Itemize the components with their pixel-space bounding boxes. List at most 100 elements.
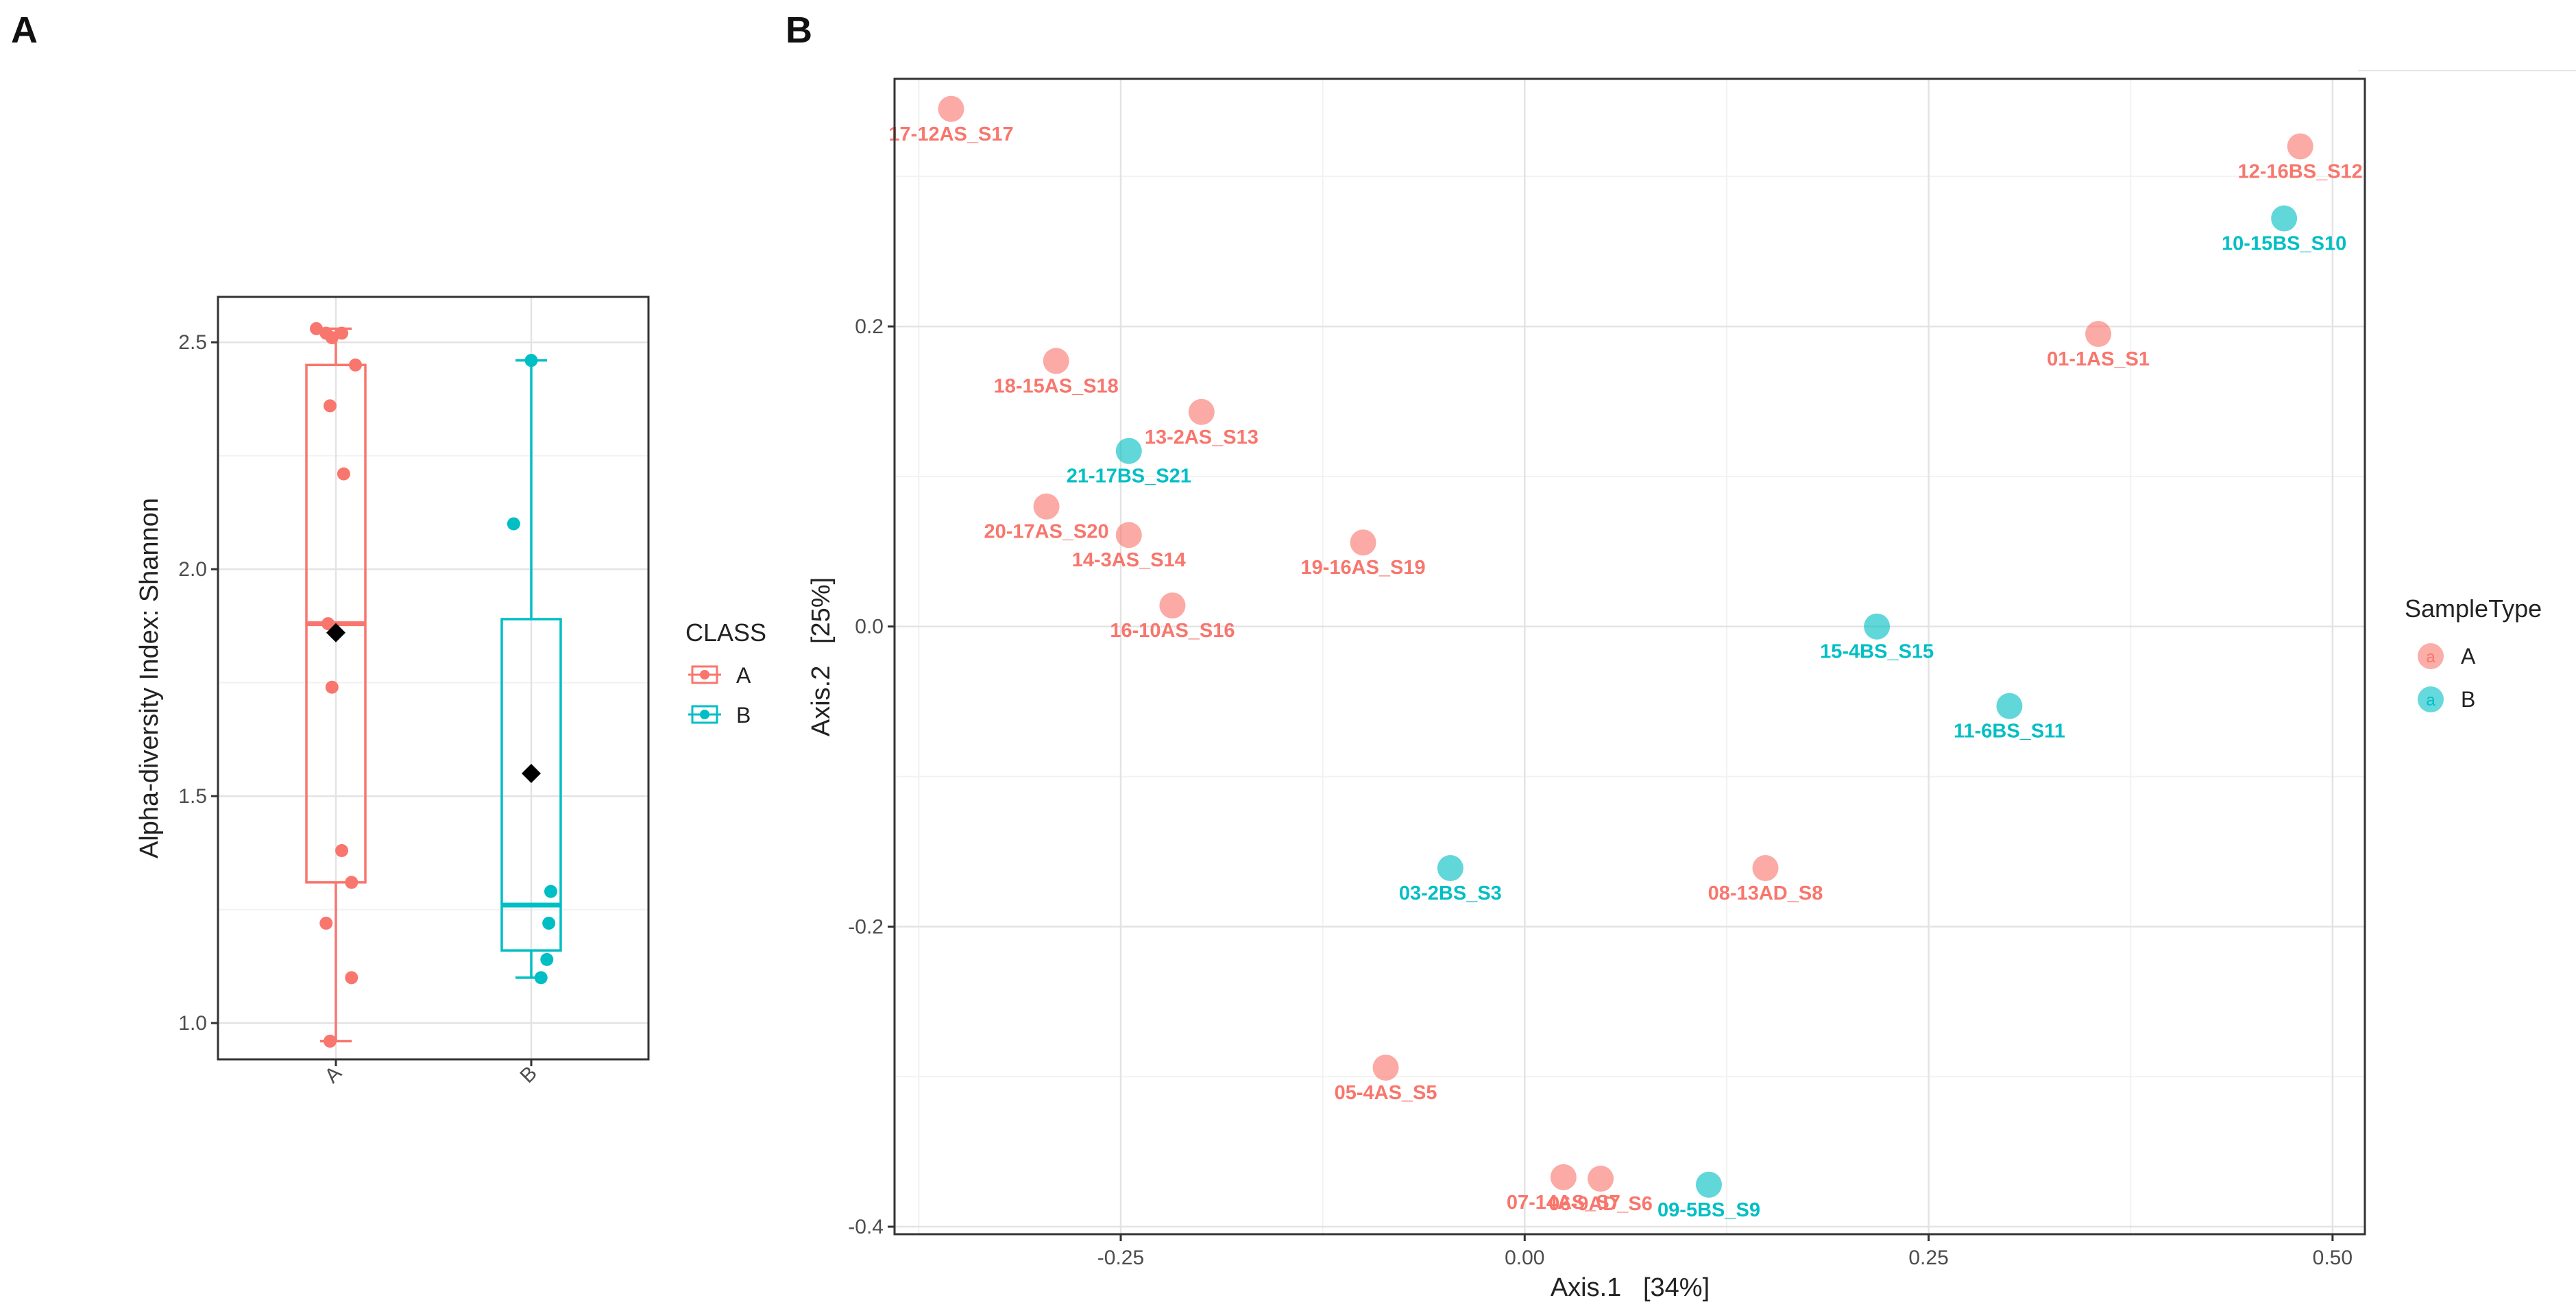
boxplot-point [349,358,362,372]
point-19-16as-s19 [1350,529,1376,556]
label-12-16bs-s12: 12-16BS_S12 [2238,160,2363,182]
sampletype-legend-key-a [2418,643,2444,669]
label-09-5bs-s9: 09-5BS_S9 [1657,1199,1760,1221]
boxplot-y-axis-title: Alpha-diversity Index: Shannon [135,498,164,858]
ordination-x-ticks: -0.25 0.00 0.25 0.50 [1097,1234,2353,1269]
boxplot-point [321,617,335,631]
class-legend-key-a [688,665,721,684]
boxplot-point [335,844,349,858]
point-07-14as-s7 [1550,1164,1577,1190]
point-21-17bs-s21 [1115,437,1142,464]
boxplot-point [323,399,337,413]
boxplot-y-tick-label: 1.5 [178,785,207,808]
boxplot-point [345,971,359,985]
class-legend: CLASS A B [685,618,766,727]
point-15-4bs-s15 [1864,613,1891,640]
point-16-10as-s16 [1159,592,1186,619]
ordination-x-tick-label: 0.00 [1505,1247,1544,1269]
ordination-y-tick-label: -0.2 [848,915,884,938]
ordination-frame [893,77,2366,1236]
boxplot-point [310,322,323,335]
boxplot-point [337,467,350,481]
ordination-x-tick-label: 0.25 [1908,1247,1948,1269]
point-10-15bs-s10 [2271,205,2298,232]
ordination-point-labels: 17-12AS_S17 12-16BS_S12 10-15BS_S10 01-1AS_… [888,123,2362,1221]
point-13-2as-s13 [1188,398,1215,425]
point-06-9ad-s6 [1588,1166,1614,1192]
ordination-gridlines [895,79,2365,1234]
boxplot-point [325,680,339,694]
boxplot-y-tick-label: 2.5 [178,331,207,354]
label-19-16as-s19: 19-16AS_S19 [1300,557,1425,579]
label-07-14as-s7: 07-14AS_S7 [1507,1192,1620,1214]
point-11-6bs-s11 [1996,693,2023,719]
boxplot-y-tick-label: 1.0 [178,1012,207,1035]
sampletype-legend-key-b-glyph: a [2426,691,2435,710]
box-mean-marker [522,764,541,783]
ordination-y-ticks: -0.4 -0.2 0.0 0.2 [848,315,895,1238]
label-17-12as-s17: 17-12AS_S17 [888,123,1013,145]
boxplot-point [319,916,333,930]
ordination-panel: 17-12AS_S17 12-16BS_S12 10-15BS_S10 01-1AS_… [807,77,2542,1302]
ordination-y-tick-label: 0.0 [855,616,884,638]
label-08-13ad-s8: 08-13AD_S8 [1708,882,1823,904]
label-11-6bs-s11: 11-6BS_S11 [1954,721,2065,743]
sampletype-legend-label-a: A [2461,644,2476,669]
label-05-4as-s5: 05-4AS_S5 [1335,1082,1437,1104]
label-13-2as-s13: 13-2AS_S13 [1145,426,1259,448]
ordination-x-axis-title: Axis.1 [34%] [1551,1273,1710,1302]
point-03-2bs-s3 [1437,855,1463,882]
boxplot-x-tick-label: B [515,1062,541,1087]
class-legend-key-b [688,705,721,724]
point-08-13ad-s8 [1752,855,1779,882]
point-09-5bs-s9 [1696,1171,1722,1198]
class-legend-label-a: A [736,663,751,688]
boxplot-point [534,971,548,985]
point-05-4as-s5 [1372,1055,1399,1081]
ordination-y-tick-label: 0.2 [855,315,884,338]
boxplot-frame [217,296,650,1061]
boxplot-point [544,885,557,898]
boxplot-point [323,1035,337,1048]
boxplot-x-tick-label: A [320,1062,345,1087]
label-01-1as-s1: 01-1AS_S1 [2047,348,2150,370]
boxplot-gridlines [218,297,648,1059]
boxplot-point [507,517,520,531]
boxplot-point [345,876,359,889]
sampletype-legend-key-b [2418,686,2444,712]
point-17-12as-s17 [938,95,964,122]
class-legend-title: CLASS [685,618,766,647]
label-03-2bs-s3: 03-2BS_S3 [1399,882,1502,904]
label-18-15as-s18: 18-15AS_S18 [994,375,1119,397]
boxplot-y-ticks: 1.0 1.5 2.0 2.5 [178,331,218,1035]
boxplot-y-tick-label: 2.0 [178,558,207,581]
label-16-10as-s16: 16-10AS_S16 [1110,620,1235,642]
ordination-y-axis-title: Axis.2 [25%] [807,577,836,736]
label-21-17bs-s21: 21-17BS_S21 [1067,466,1191,488]
ordination-x-tick-label: 0.50 [2313,1247,2353,1269]
point-14-3as-s14 [1115,522,1142,549]
boxplot-point [524,354,538,368]
sampletype-legend-title: SampleType [2405,594,2542,623]
point-01-1as-s1 [2085,321,2112,348]
ordination-y-tick-label: -0.4 [848,1216,884,1238]
boxplot-point [540,952,554,966]
boxplot-point [325,331,339,345]
class-legend-label-b: B [736,703,751,727]
sampletype-legend-key-a-glyph: a [2426,648,2435,666]
boxplot-boxes [305,327,562,1043]
ordination-x-tick-label: -0.25 [1097,1247,1144,1269]
label-10-15bs-s10: 10-15BS_S10 [2222,233,2346,255]
label-14-3as-s14: 14-3AS_S14 [1072,549,1186,571]
box-iqr [500,618,562,952]
sampletype-legend: SampleType a A a B [2405,594,2542,712]
ordination-points [938,95,2313,1198]
boxplot-points [310,322,557,1048]
boxplot-point [542,916,556,930]
label-06-9ad-s6: 06-9AD_S6 [1548,1193,1653,1215]
box-mean-marker [326,623,345,642]
panel-b-letter: B [786,10,812,51]
